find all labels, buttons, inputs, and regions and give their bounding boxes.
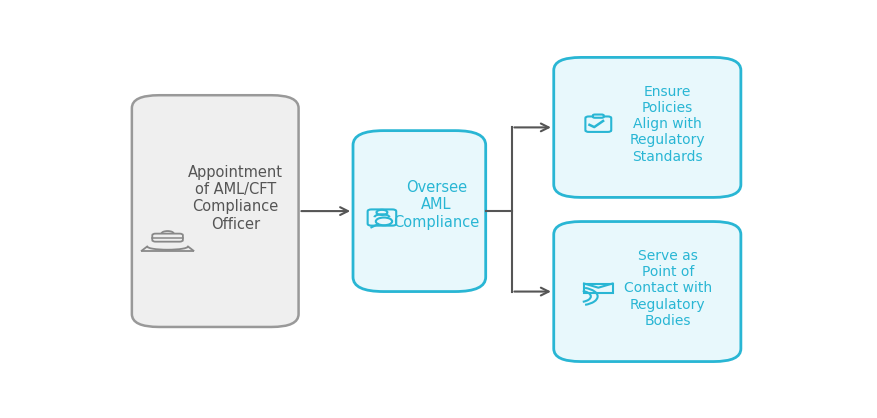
Text: Oversee
AML
Compliance: Oversee AML Compliance	[393, 180, 479, 229]
FancyBboxPatch shape	[553, 57, 740, 197]
Text: Appointment
of AML/CFT
Compliance
Officer: Appointment of AML/CFT Compliance Office…	[188, 165, 282, 232]
FancyBboxPatch shape	[353, 130, 485, 292]
FancyBboxPatch shape	[553, 222, 740, 362]
Text: Serve as
Point of
Contact with
Regulatory
Bodies: Serve as Point of Contact with Regulator…	[623, 249, 711, 328]
Text: Ensure
Policies
Align with
Regulatory
Standards: Ensure Policies Align with Regulatory St…	[629, 85, 705, 163]
Bar	[583, 283, 612, 293]
FancyBboxPatch shape	[132, 95, 298, 327]
FancyBboxPatch shape	[592, 115, 603, 118]
